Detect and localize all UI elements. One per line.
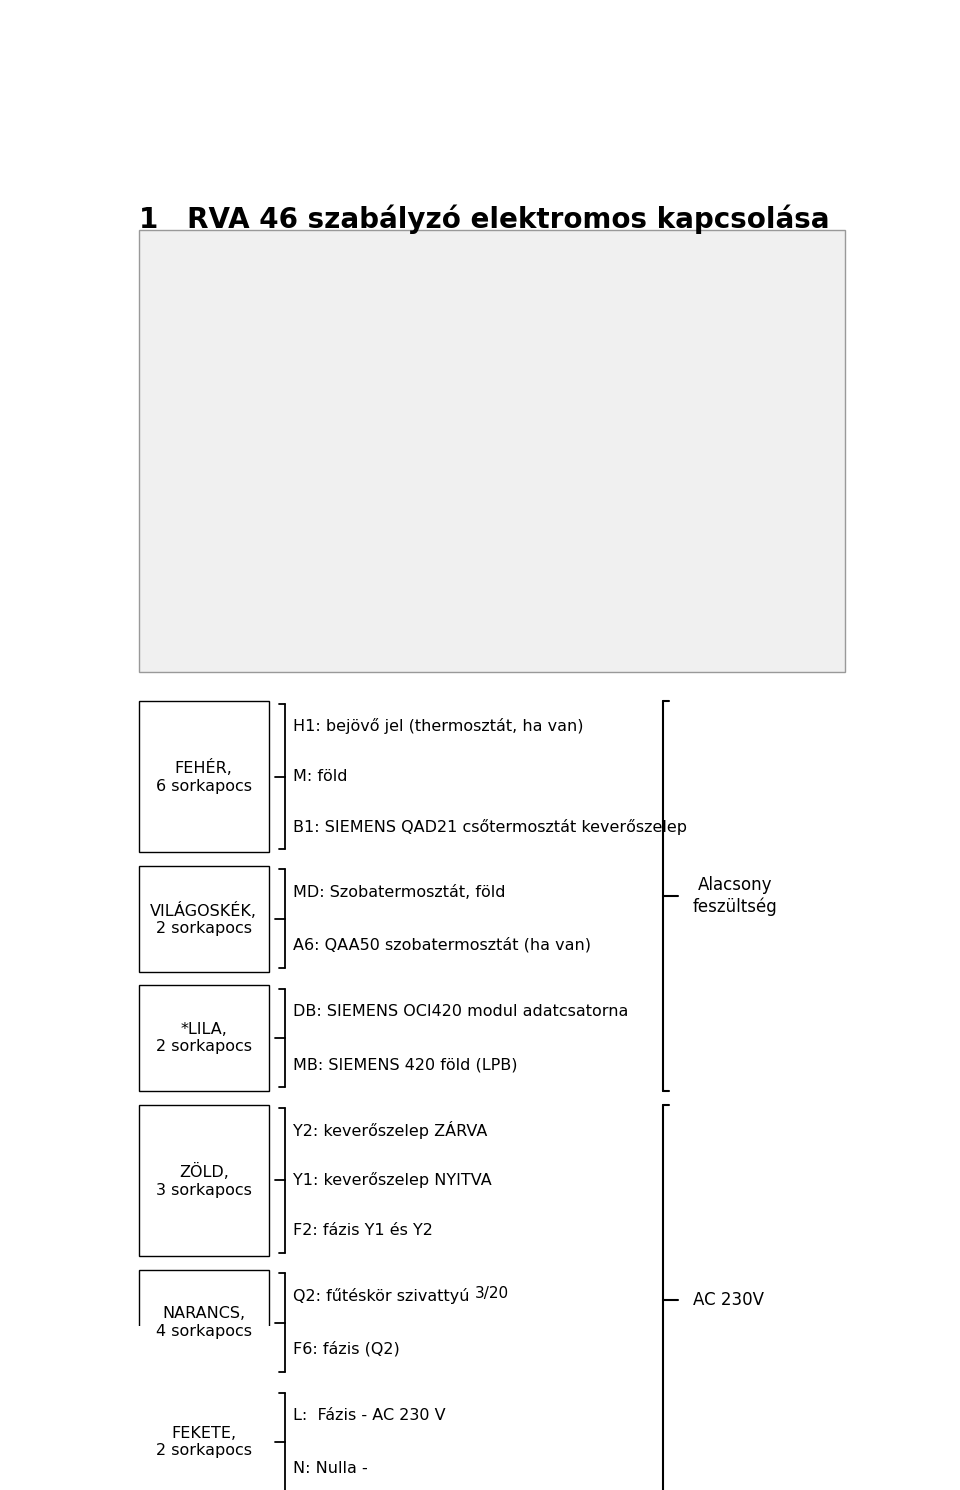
Text: A6: QAA50 szobatermosztát (ha van): A6: QAA50 szobatermosztát (ha van)	[293, 937, 590, 954]
Text: FEHÉR,
6 sorkapocs: FEHÉR, 6 sorkapocs	[156, 760, 252, 794]
Text: 1   RVA 46 szabályzó elektromos kapcsolása: 1 RVA 46 szabályzó elektromos kapcsolása	[138, 204, 829, 234]
Text: MB: SIEMENS 420 föld (LPB): MB: SIEMENS 420 föld (LPB)	[293, 1056, 517, 1071]
Text: Alacsony
feszültség: Alacsony feszültség	[693, 876, 778, 915]
FancyBboxPatch shape	[138, 1269, 269, 1375]
FancyBboxPatch shape	[138, 985, 269, 1091]
Text: FEKETE,
2 sorkapocs: FEKETE, 2 sorkapocs	[156, 1426, 252, 1459]
Text: F2: fázis Y1 és Y2: F2: fázis Y1 és Y2	[293, 1223, 433, 1238]
FancyBboxPatch shape	[138, 1389, 269, 1490]
Text: NARANCS,
4 sorkapocs: NARANCS, 4 sorkapocs	[156, 1307, 252, 1340]
Text: *LILA,
2 sorkapocs: *LILA, 2 sorkapocs	[156, 1022, 252, 1055]
FancyBboxPatch shape	[138, 866, 269, 971]
FancyBboxPatch shape	[138, 1104, 269, 1256]
Text: ZÖLD,
3 sorkapocs: ZÖLD, 3 sorkapocs	[156, 1164, 252, 1198]
Text: DB: SIEMENS OCI420 modul adatcsatorna: DB: SIEMENS OCI420 modul adatcsatorna	[293, 1004, 628, 1019]
Text: B1: SIEMENS QAD21 csőtermosztát keverőszelep: B1: SIEMENS QAD21 csőtermosztát keverősz…	[293, 820, 686, 834]
Text: AC 230V: AC 230V	[693, 1290, 764, 1308]
Text: L:  Fázis - AC 230 V: L: Fázis - AC 230 V	[293, 1408, 445, 1423]
Text: F6: fázis (Q2): F6: fázis (Q2)	[293, 1341, 399, 1357]
Text: VILÁGOSKÉK,
2 sorkapocs: VILÁGOSKÉK, 2 sorkapocs	[150, 901, 257, 936]
FancyBboxPatch shape	[138, 700, 269, 852]
Text: MD: Szobatermosztát, föld: MD: Szobatermosztát, föld	[293, 885, 505, 900]
FancyBboxPatch shape	[138, 231, 846, 672]
Text: H1: bejövő jel (thermosztát, ha van): H1: bejövő jel (thermosztát, ha van)	[293, 718, 583, 735]
Text: Y2: keverőszelep ZÁRVA: Y2: keverőszelep ZÁRVA	[293, 1120, 487, 1138]
Text: Q2: fűtéskör szivattyú: Q2: fűtéskör szivattyú	[293, 1289, 469, 1304]
Text: 3/20: 3/20	[475, 1286, 509, 1301]
Text: Y1: keverőszelep NYITVA: Y1: keverőszelep NYITVA	[293, 1173, 492, 1189]
Text: N: Nulla -: N: Nulla -	[293, 1460, 368, 1477]
Text: M: föld: M: föld	[293, 769, 348, 784]
